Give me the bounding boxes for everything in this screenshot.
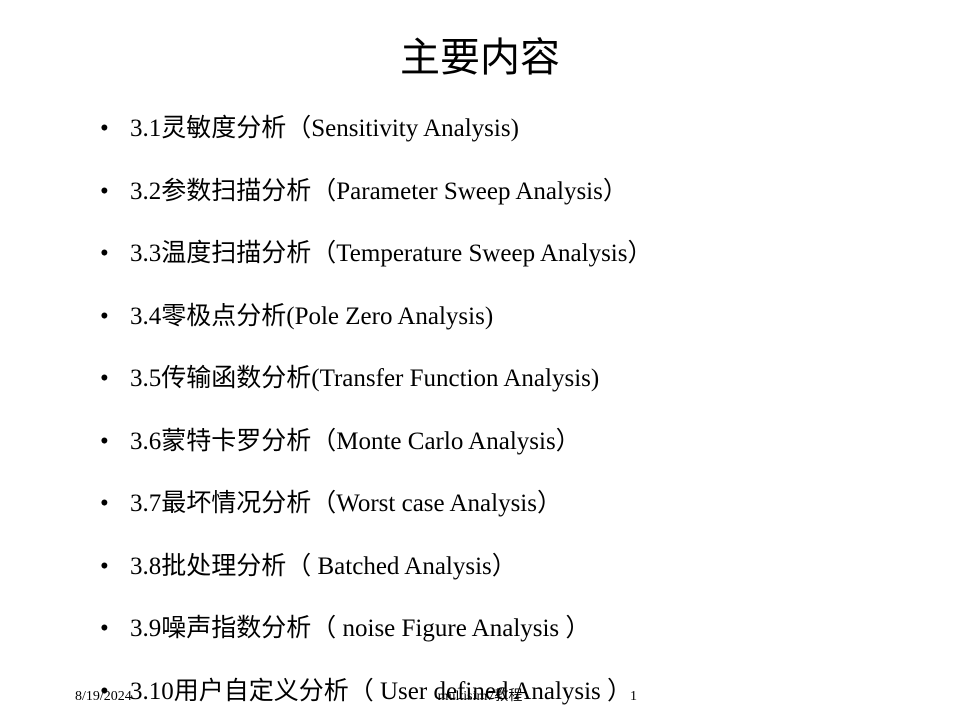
slide-title: 主要内容 [40,25,920,83]
list-item: 3.10用户自定义分析（ User defined Analysis ） [130,676,920,709]
list-item: 3.6蒙特卡罗分析（Monte Carlo Analysis） [130,426,920,459]
footer-center-text: multisim7教程 [438,685,523,705]
list-item: 3.7最坏情况分析（Worst case Analysis） [130,488,920,521]
list-item: 3.3温度扫描分析（Temperature Sweep Analysis） [130,238,920,271]
content-list: 3.1灵敏度分析（Sensitivity Analysis) 3.2参数扫描分析… [40,113,920,708]
list-item: 3.5传输函数分析(Transfer Function Analysis) [130,363,920,396]
list-item: 3.8批处理分析（ Batched Analysis） [130,551,920,584]
footer-page-number: 1 [630,689,637,705]
footer-date: 8/19/2024 [75,689,132,705]
list-item: 3.4零极点分析(Pole Zero Analysis) [130,301,920,334]
list-item: 3.1灵敏度分析（Sensitivity Analysis) [130,113,920,146]
list-item: 3.2参数扫描分析（Parameter Sweep Analysis） [130,176,920,209]
slide-container: 主要内容 3.1灵敏度分析（Sensitivity Analysis) 3.2参… [0,0,960,720]
list-item: 3.9噪声指数分析（ noise Figure Analysis ） [130,613,920,646]
